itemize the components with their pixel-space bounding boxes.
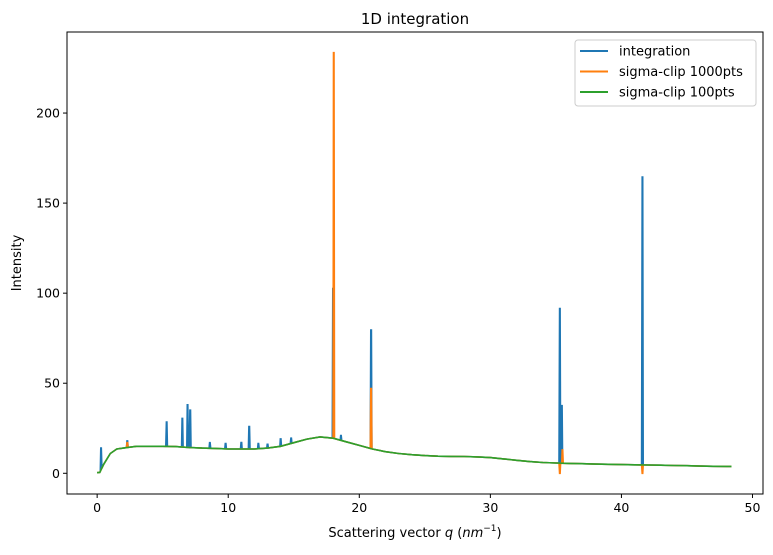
x-tick-label: 50: [745, 500, 761, 515]
y-axis-label: Intensity: [10, 234, 25, 291]
plot-area: [97, 51, 732, 475]
legend-label: sigma-clip 1000pts: [619, 65, 743, 80]
legend-label: integration: [619, 45, 690, 60]
chart-title: 1D integration: [361, 10, 469, 28]
x-tick-label: 10: [220, 500, 236, 515]
y-tick-label: 0: [52, 466, 60, 481]
x-tick-label: 20: [351, 500, 367, 515]
x-axis: 0 10 20 30 40 50: [93, 494, 761, 515]
series-line-0: [97, 176, 732, 474]
legend-label: sigma-clip 100pts: [619, 86, 735, 101]
legend: integration sigma-clip 1000pts sigma-clip …: [574, 39, 757, 107]
axes-frame: [66, 31, 764, 495]
x-tick-label: 30: [482, 500, 498, 515]
y-tick-label: 200: [36, 106, 60, 121]
y-tick-label: 50: [44, 376, 60, 391]
y-tick-label: 150: [36, 196, 60, 211]
series-line-2: [97, 436, 732, 474]
y-tick-label: 100: [36, 286, 60, 301]
x-axis-label: Scattering vector q (nm−1): [328, 524, 501, 541]
x-tick-label: 0: [93, 500, 101, 515]
y-axis: 0 50 100 150 200: [36, 106, 67, 481]
x-tick-label: 40: [613, 500, 629, 515]
series-line-1: [97, 51, 732, 475]
